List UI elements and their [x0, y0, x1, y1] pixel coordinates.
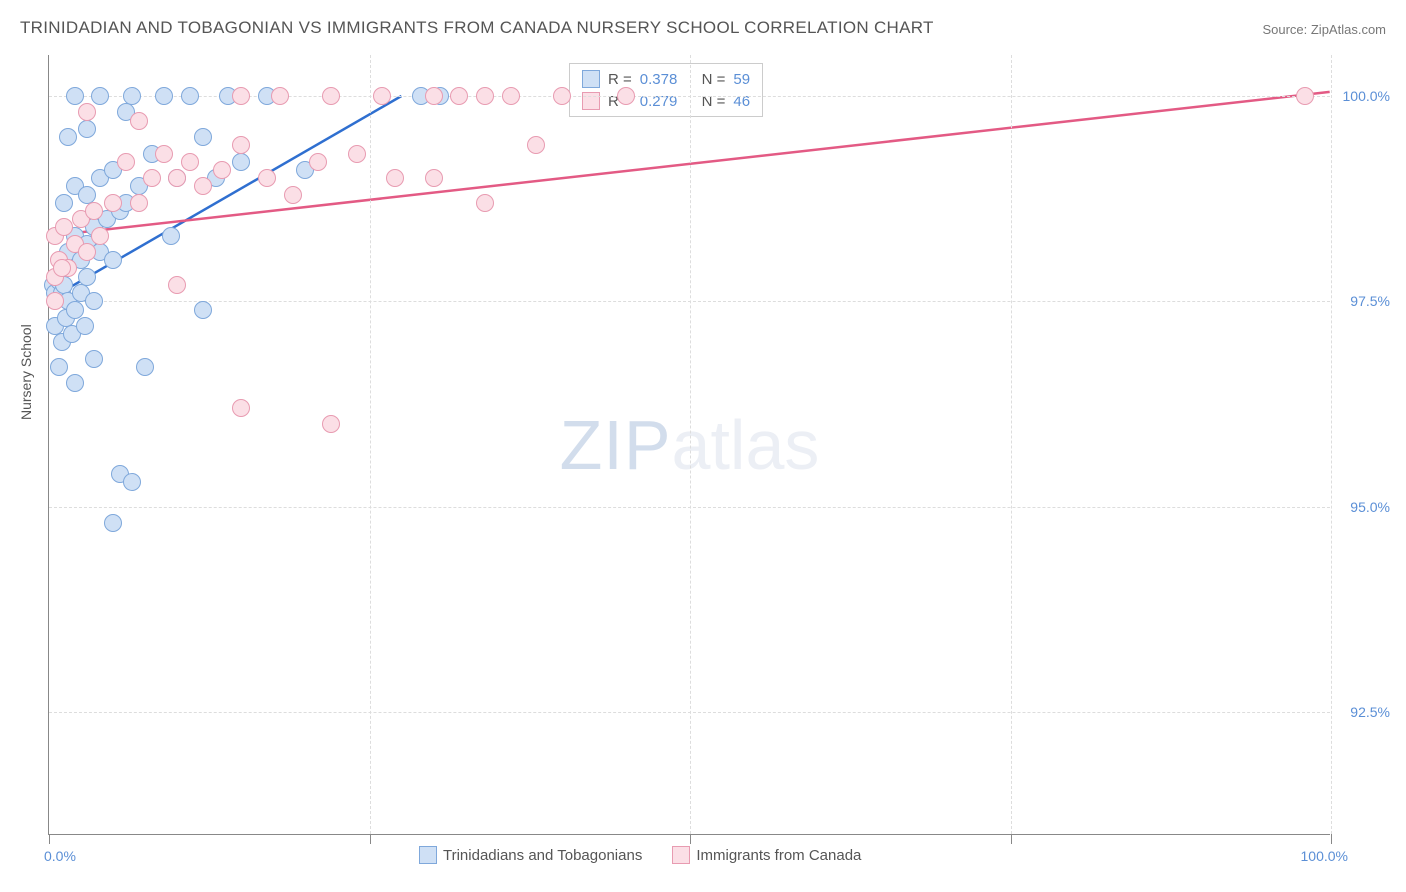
- data-point: [85, 202, 103, 220]
- data-point: [194, 177, 212, 195]
- data-point: [76, 317, 94, 335]
- data-point: [450, 87, 468, 105]
- x-tick: [690, 834, 691, 844]
- data-point: [143, 169, 161, 187]
- legend-item: Immigrants from Canada: [672, 846, 861, 864]
- swatch-icon: [582, 70, 600, 88]
- data-point: [104, 194, 122, 212]
- data-point: [527, 136, 545, 154]
- scatter-plot-area: ZIPatlas R =0.378 N =59 R =0.279 N =46 0…: [48, 55, 1330, 835]
- swatch-icon: [672, 846, 690, 864]
- gridline-v: [690, 55, 691, 834]
- data-point: [91, 227, 109, 245]
- y-tick-label: 95.0%: [1350, 499, 1390, 515]
- data-point: [155, 87, 173, 105]
- data-point: [322, 415, 340, 433]
- data-point: [91, 87, 109, 105]
- data-point: [258, 169, 276, 187]
- y-tick-label: 92.5%: [1350, 704, 1390, 720]
- x-tick: [49, 834, 50, 844]
- y-tick-label: 100.0%: [1343, 88, 1390, 104]
- swatch-icon: [419, 846, 437, 864]
- gridline-v: [1331, 55, 1332, 834]
- data-point: [117, 153, 135, 171]
- legend-label: Trinidadians and Tobagonians: [443, 847, 642, 864]
- chart-title: TRINIDADIAN AND TOBAGONIAN VS IMMIGRANTS…: [20, 18, 934, 38]
- data-point: [617, 87, 635, 105]
- legend: Trinidadians and Tobagonians Immigrants …: [419, 846, 861, 864]
- x-axis-label-max: 100.0%: [1301, 848, 1348, 864]
- data-point: [59, 128, 77, 146]
- data-point: [123, 87, 141, 105]
- data-point: [194, 128, 212, 146]
- data-point: [66, 87, 84, 105]
- data-point: [309, 153, 327, 171]
- data-point: [46, 292, 64, 310]
- data-point: [78, 243, 96, 261]
- data-point: [66, 301, 84, 319]
- x-axis-label-min: 0.0%: [44, 848, 76, 864]
- swatch-icon: [582, 92, 600, 110]
- data-point: [232, 153, 250, 171]
- data-point: [181, 153, 199, 171]
- data-point: [50, 358, 68, 376]
- data-point: [213, 161, 231, 179]
- data-point: [476, 194, 494, 212]
- data-point: [55, 218, 73, 236]
- data-point: [130, 194, 148, 212]
- x-tick: [1011, 834, 1012, 844]
- stats-row-series-0: R =0.378 N =59: [570, 68, 762, 90]
- data-point: [168, 276, 186, 294]
- data-point: [155, 145, 173, 163]
- legend-label: Immigrants from Canada: [696, 847, 861, 864]
- data-point: [232, 136, 250, 154]
- data-point: [386, 169, 404, 187]
- data-point: [284, 186, 302, 204]
- data-point: [162, 227, 180, 245]
- data-point: [104, 514, 122, 532]
- data-point: [85, 292, 103, 310]
- data-point: [373, 87, 391, 105]
- data-point: [271, 87, 289, 105]
- data-point: [425, 87, 443, 105]
- data-point: [232, 399, 250, 417]
- gridline-v: [370, 55, 371, 834]
- data-point: [502, 87, 520, 105]
- x-tick: [370, 834, 371, 844]
- stats-row-series-1: R =0.279 N =46: [570, 90, 762, 112]
- data-point: [78, 186, 96, 204]
- data-point: [78, 103, 96, 121]
- data-point: [123, 473, 141, 491]
- data-point: [476, 87, 494, 105]
- data-point: [55, 194, 73, 212]
- legend-item: Trinidadians and Tobagonians: [419, 846, 642, 864]
- data-point: [53, 259, 71, 277]
- data-point: [348, 145, 366, 163]
- data-point: [130, 112, 148, 130]
- data-point: [232, 87, 250, 105]
- data-point: [85, 350, 103, 368]
- y-tick-label: 97.5%: [1350, 293, 1390, 309]
- data-point: [168, 169, 186, 187]
- y-axis-title: Nursery School: [18, 324, 34, 420]
- gridline-v: [1011, 55, 1012, 834]
- source-attribution: Source: ZipAtlas.com: [1262, 22, 1386, 37]
- data-point: [78, 268, 96, 286]
- data-point: [104, 251, 122, 269]
- data-point: [194, 301, 212, 319]
- correlation-stats-box: R =0.378 N =59 R =0.279 N =46: [569, 63, 763, 117]
- data-point: [78, 120, 96, 138]
- data-point: [425, 169, 443, 187]
- x-tick: [1331, 834, 1332, 844]
- data-point: [553, 87, 571, 105]
- data-point: [181, 87, 199, 105]
- data-point: [322, 87, 340, 105]
- data-point: [66, 374, 84, 392]
- data-point: [1296, 87, 1314, 105]
- data-point: [136, 358, 154, 376]
